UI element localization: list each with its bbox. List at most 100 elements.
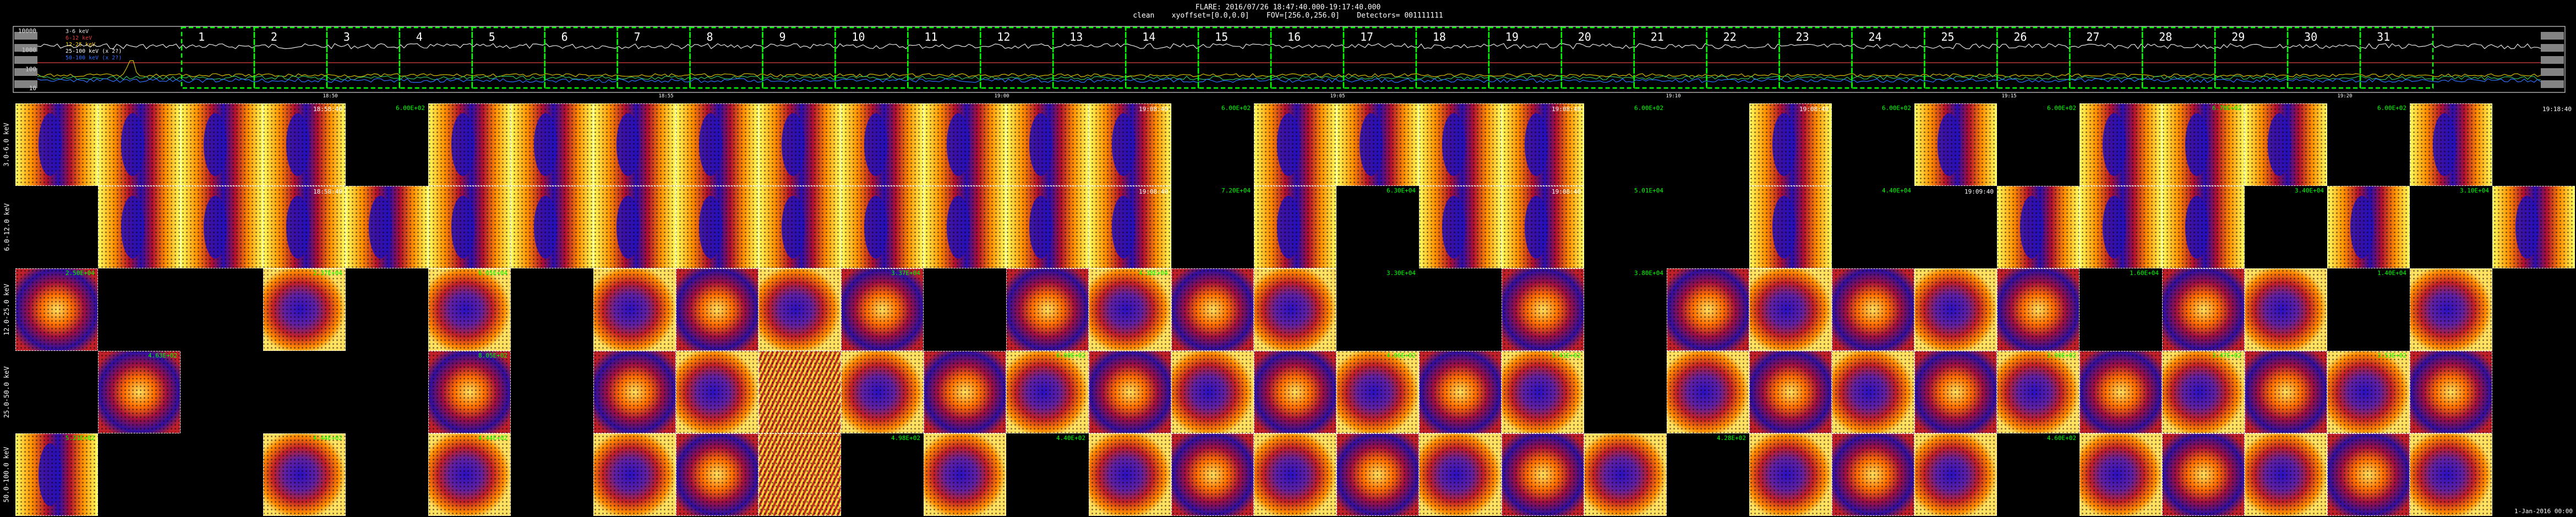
- panel-max-label: 3.53E+02: [2377, 352, 2406, 359]
- image-texture: [1997, 186, 2080, 268]
- right-legend-bar: [2541, 44, 2564, 52]
- interval-number: 12: [997, 30, 1010, 43]
- interval-box: [1052, 26, 1127, 89]
- image-texture: [511, 186, 593, 268]
- image-texture: [2410, 268, 2492, 351]
- interval-number: 6: [561, 30, 568, 43]
- image-texture: [1006, 103, 1089, 186]
- image-texture: [593, 268, 676, 351]
- panel-frame: [676, 103, 758, 186]
- panel-max-label: 8.05E+02: [478, 352, 507, 359]
- legend-entry: 3-6 keV: [66, 29, 89, 35]
- interval-box: [1706, 26, 1780, 89]
- image-texture: [593, 186, 676, 268]
- panel-frame: [2492, 186, 2575, 268]
- right-legend-bar: [2541, 68, 2564, 76]
- image-texture: [1749, 103, 1832, 186]
- panel-frame: [841, 186, 924, 268]
- image-texture: [1006, 351, 1089, 433]
- panel-frame: [1502, 103, 1584, 186]
- panel-frame: [593, 351, 676, 433]
- image-texture: [1336, 351, 1419, 433]
- panel-frame: [758, 433, 841, 516]
- interval-box: [1778, 26, 1853, 89]
- panel-frame: [1171, 433, 1254, 516]
- panel-frame: [1419, 351, 1502, 433]
- image-texture: [1997, 268, 2080, 351]
- panel-time-label: 19:08:40: [1139, 188, 1168, 195]
- series-line: [37, 78, 2541, 83]
- image-texture: [841, 103, 924, 186]
- image-texture: [924, 103, 1006, 186]
- panel-frame: [2245, 103, 2327, 186]
- panel-frame: [1006, 351, 1089, 433]
- image-texture: [676, 186, 758, 268]
- image-texture: [758, 103, 841, 186]
- image-texture: [511, 103, 593, 186]
- interval-box: [181, 26, 255, 89]
- panel-max-label: 6.00E+02: [1634, 105, 1663, 112]
- panel-frame: [1336, 351, 1419, 433]
- panel-time-label: 19:08:40: [1552, 106, 1581, 113]
- interval-number: 19: [1505, 30, 1519, 43]
- panel-frame: [1914, 268, 1997, 351]
- panel-time-label: 19:08:40: [1139, 106, 1168, 113]
- interval-number: 28: [2159, 30, 2172, 43]
- interval-box: [1197, 26, 1272, 89]
- panel-frame: [1254, 433, 1336, 516]
- image-texture: [1914, 268, 1997, 351]
- interval-number: 30: [2304, 30, 2317, 43]
- panel-frame: [758, 351, 841, 433]
- interval-box: [2359, 26, 2434, 89]
- panel-frame: [428, 268, 511, 351]
- panel-frame: [2080, 186, 2162, 268]
- image-texture: [758, 433, 841, 516]
- interval-box: [1851, 26, 1925, 89]
- panel-frame: [1749, 351, 1832, 433]
- image-texture: [758, 186, 841, 268]
- panel-frame: [181, 103, 263, 186]
- image-texture: [2245, 351, 2327, 433]
- image-texture: [1997, 351, 2080, 433]
- x-tick-label: 18:55: [658, 94, 673, 99]
- panel-frame: [676, 351, 758, 433]
- panel-frame: [1749, 433, 1832, 516]
- image-texture: [676, 433, 758, 516]
- panel-frame: [1419, 433, 1502, 516]
- panel-frame: [593, 186, 676, 268]
- image-texture: [98, 186, 181, 268]
- image-texture: [2080, 186, 2162, 268]
- interval-box: [1125, 26, 1199, 89]
- panel-frame: [263, 186, 346, 268]
- interval-box: [1270, 26, 1345, 89]
- panel-max-label: 4.44E+02: [478, 435, 507, 442]
- panel-frame: [98, 103, 181, 186]
- panel-frame: [2162, 268, 2245, 351]
- interval-box: [544, 26, 618, 89]
- interval-number: 3: [343, 30, 350, 43]
- panel-frame: [676, 186, 758, 268]
- panel-frame: [1502, 186, 1584, 268]
- panel-frame: [2080, 351, 2162, 433]
- panel-frame: [1419, 186, 1502, 268]
- interval-number: 11: [924, 30, 937, 43]
- image-texture: [841, 186, 924, 268]
- interval-number: 10: [852, 30, 865, 43]
- panel-frame: [1502, 433, 1584, 516]
- panel-frame: [924, 103, 1006, 186]
- panel-frame: [511, 186, 593, 268]
- interval-box: [2286, 26, 2361, 89]
- panel-frame: [1006, 268, 1089, 351]
- image-texture: [841, 351, 924, 433]
- interval-number: 20: [1578, 30, 1591, 43]
- image-texture: [428, 186, 511, 268]
- image-texture: [1254, 103, 1336, 186]
- image-texture: [1006, 268, 1089, 351]
- image-texture: [1254, 268, 1336, 351]
- left-legend-bar: [14, 68, 37, 76]
- image-texture: [1419, 103, 1502, 186]
- panel-frame: [593, 103, 676, 186]
- energy-band-label: 50.0-100.0 keV: [3, 447, 10, 503]
- panel-frame: [924, 433, 1006, 516]
- panel-frame: [1832, 433, 1914, 516]
